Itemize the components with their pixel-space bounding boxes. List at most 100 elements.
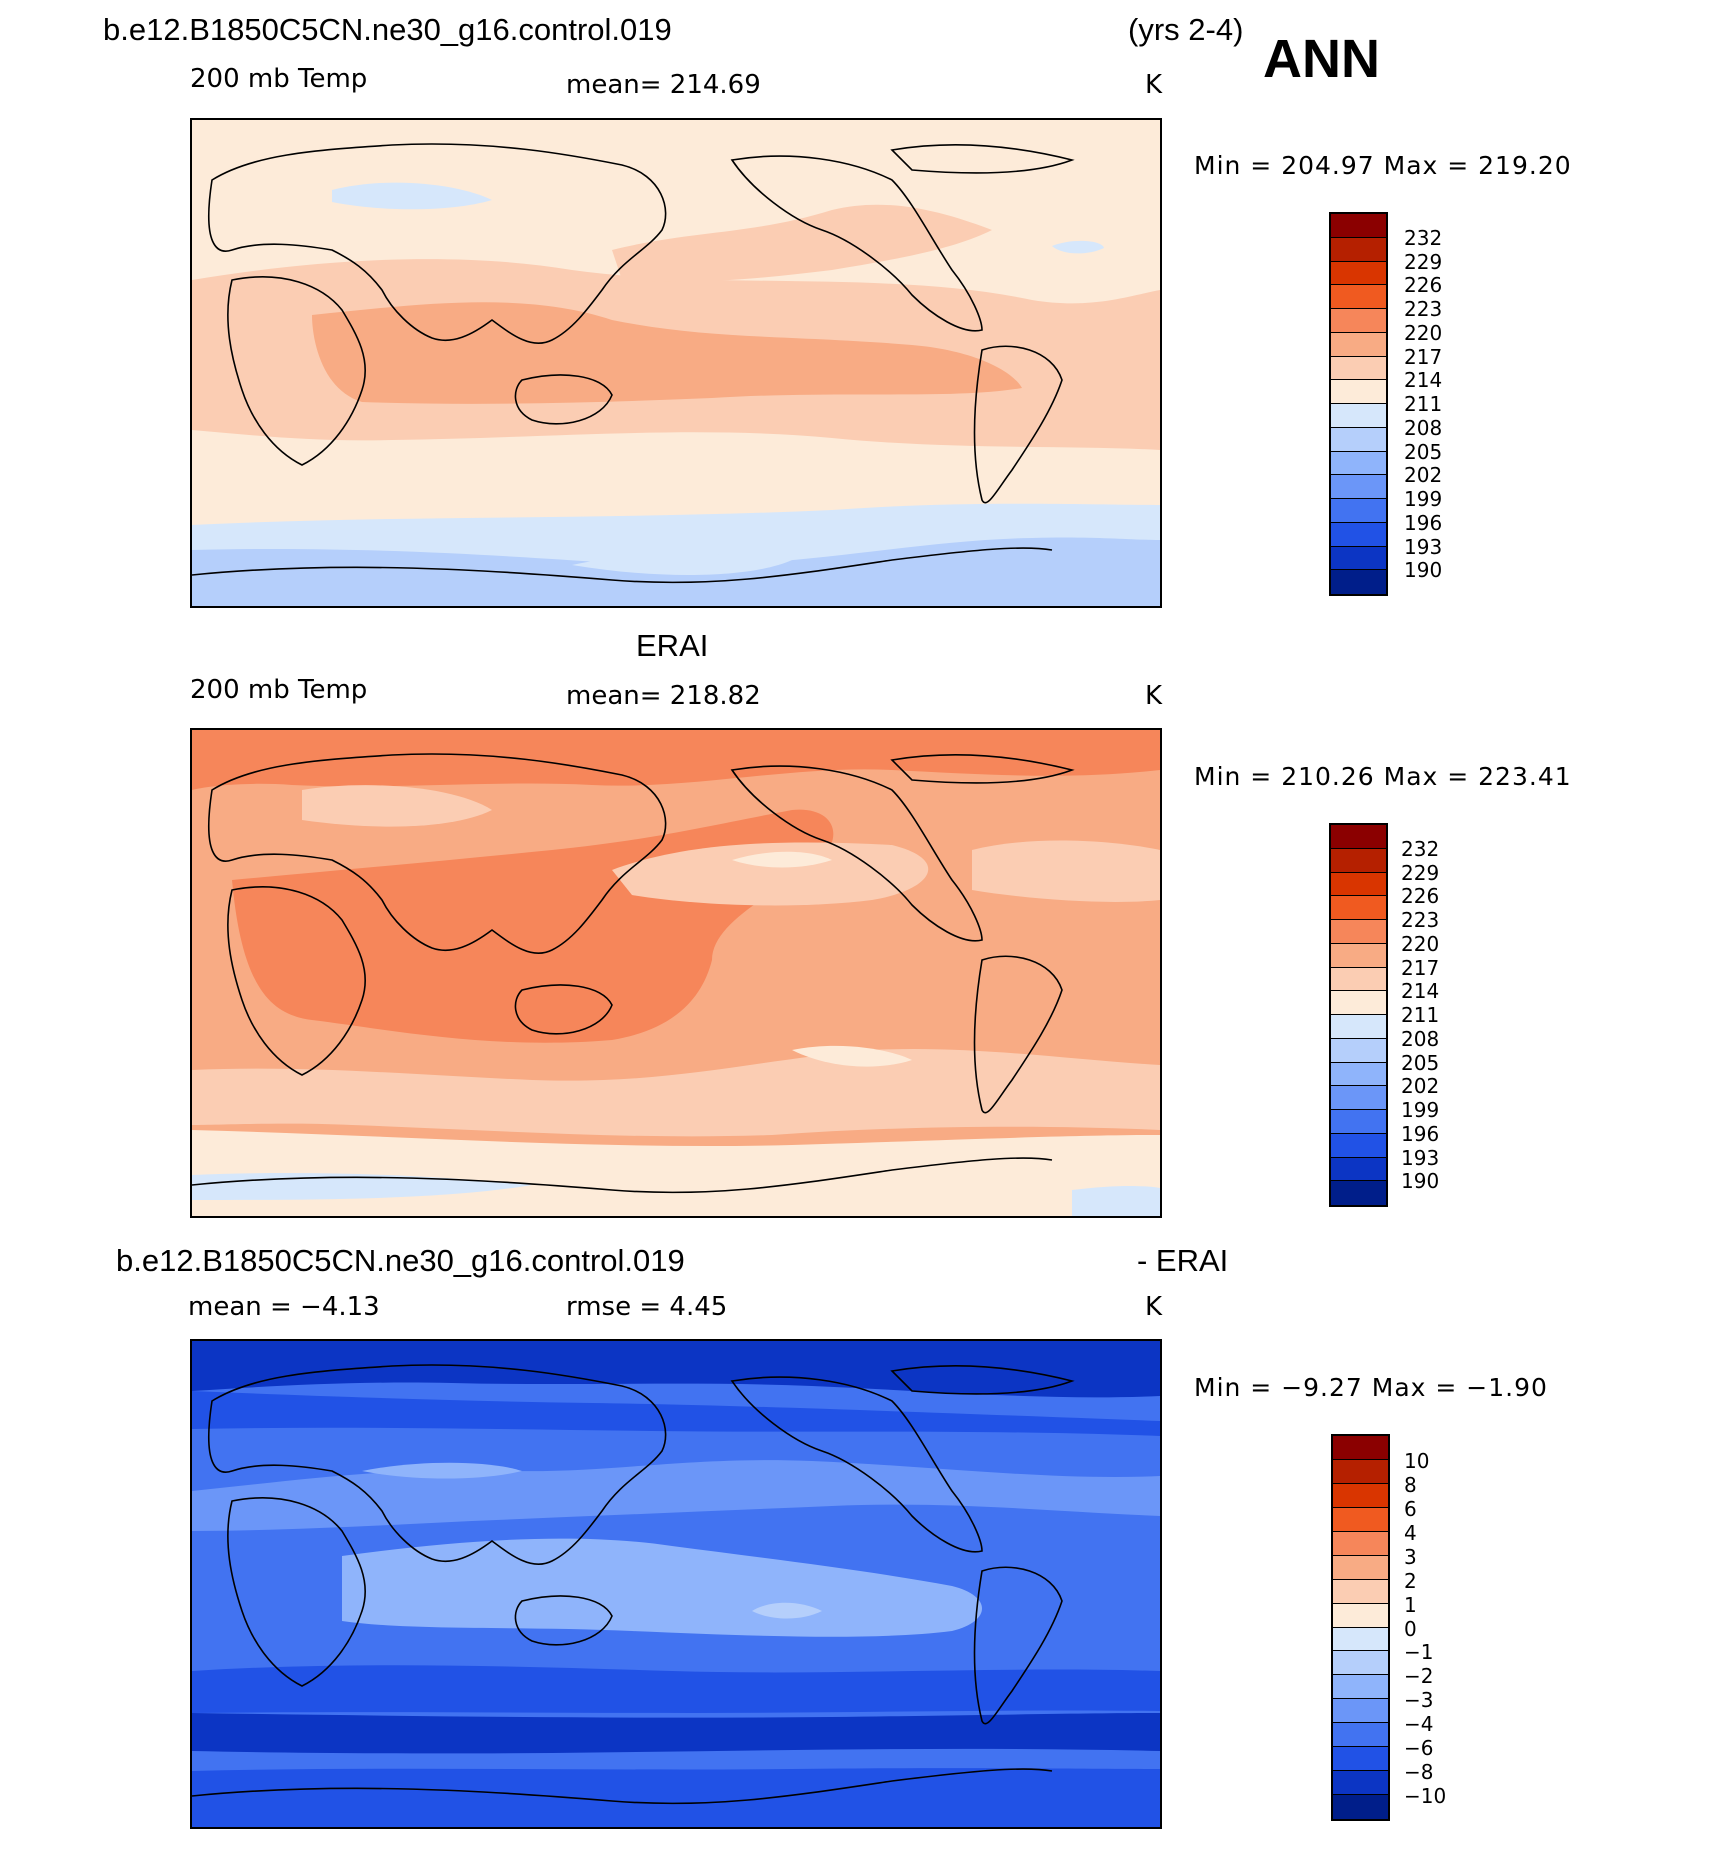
colorbar-tick-label: 8 — [1404, 1472, 1417, 1497]
colorbar-swatch — [1333, 1675, 1388, 1700]
panel1-cold-spot-n — [332, 182, 492, 210]
colorbar-tick-label: 208 — [1401, 1026, 1440, 1051]
colorbar-tick-label: 211 — [1401, 1003, 1440, 1027]
colorbar-swatch — [1331, 1133, 1386, 1158]
panel2-map — [190, 728, 1162, 1218]
colorbar-tick-label: 6 — [1404, 1496, 1417, 1521]
panel1-colorbar-labels: 232 229 226 223 220 217 214 211 208 205 202 199 196 1… — [1404, 224, 1464, 604]
panel1-cold-spot-atl — [1052, 240, 1104, 254]
panel1-colorbar-segments — [1331, 214, 1386, 594]
panel3-antarctic — [192, 1768, 1160, 1827]
colorbar-tick-label: 199 — [1404, 487, 1443, 511]
colorbar-swatch — [1333, 1747, 1388, 1772]
colorbar-tick-label: 232 — [1401, 836, 1440, 861]
colorbar-tick-label: 190 — [1401, 1169, 1440, 1194]
panel3-title-obs: - ERAI — [1137, 1243, 1229, 1278]
colorbar-swatch — [1333, 1507, 1388, 1532]
colorbar-tick-label: 226 — [1401, 884, 1440, 909]
colorbar-tick-label: 199 — [1401, 1098, 1440, 1122]
panel2-arctic-warm — [192, 730, 1160, 790]
colorbar-swatch — [1331, 1038, 1386, 1063]
colorbar-swatch — [1331, 499, 1386, 523]
case-title: b.e12.B1850C5CN.ne30_g16.control.019 — [103, 12, 672, 47]
colorbar-swatch — [1333, 1651, 1388, 1676]
panel3-rmse-label: rmse = 4.45 — [566, 1292, 728, 1322]
colorbar-swatch — [1331, 261, 1386, 286]
colorbar-swatch — [1333, 1699, 1388, 1724]
panel2-north-cool-pac — [612, 842, 929, 906]
colorbar-tick-label: 0 — [1404, 1616, 1417, 1641]
colorbar-tick-label: 214 — [1404, 368, 1443, 393]
panel3-contour-plot — [192, 1341, 1160, 1827]
panel3-colorbar-labels: 10 8 6 4 3 2 1 0 −1 −2 −3 −4 −6 −8 −10 — [1404, 1447, 1464, 1830]
panel2-coastlines — [192, 753, 1075, 1194]
panel2-mean-label: mean= 218.82 — [566, 681, 761, 711]
panel2-north-cool-eur — [302, 785, 492, 827]
panel3-mean-label: mean = −4.13 — [188, 1292, 380, 1322]
colorbar-swatch — [1331, 237, 1386, 262]
colorbar-swatch — [1333, 1531, 1388, 1556]
colorbar-tick-label: 196 — [1404, 510, 1443, 535]
colorbar-tick-label: 193 — [1404, 534, 1443, 559]
colorbar-swatch — [1331, 825, 1386, 849]
panel3-tropics — [342, 1538, 982, 1637]
colorbar-tick-label: 220 — [1404, 320, 1443, 345]
panel1-mean-label: mean= 214.69 — [566, 70, 761, 100]
colorbar-tick-label: 202 — [1401, 1074, 1440, 1099]
panel2-pac-cool-spot — [732, 851, 832, 868]
colorbar-swatch — [1333, 1459, 1388, 1484]
panel1-colorbar — [1329, 212, 1388, 596]
panel1-antarctic-mid — [572, 553, 792, 576]
colorbar-tick-label: 223 — [1404, 297, 1443, 321]
colorbar-swatch — [1331, 1015, 1386, 1039]
panel2-colorbar-labels: 232 229 226 223 220 217 214 211 208 205 202 199 196 1… — [1401, 835, 1461, 1215]
panel3-units: K — [1145, 1292, 1163, 1322]
colorbar-tick-label: 232 — [1404, 225, 1443, 250]
colorbar-swatch — [1331, 356, 1386, 381]
colorbar-tick-label: 202 — [1404, 463, 1443, 488]
colorbar-swatch — [1331, 332, 1386, 357]
colorbar-swatch — [1331, 451, 1386, 476]
panel2-south-cool-2 — [792, 1045, 912, 1067]
colorbar-tick-label: 229 — [1404, 249, 1443, 274]
panel3-tropics-light — [752, 1602, 822, 1619]
panel2-title: ERAI — [636, 628, 709, 663]
colorbar-tick-label: 208 — [1404, 415, 1443, 440]
colorbar-tick-label: −6 — [1404, 1736, 1434, 1761]
panel1-map — [190, 118, 1162, 608]
colorbar-swatch — [1331, 920, 1386, 944]
colorbar-tick-label: 217 — [1401, 955, 1440, 980]
panel3-south-deep — [192, 1713, 1160, 1754]
colorbar-tick-label: −4 — [1404, 1712, 1434, 1737]
panel2-contour-plot — [192, 730, 1160, 1216]
panel2-colorbar-segments — [1331, 825, 1386, 1205]
panel1-coastlines — [192, 143, 1075, 584]
colorbar-swatch — [1333, 1723, 1388, 1748]
colorbar-swatch — [1331, 1062, 1386, 1087]
colorbar-swatch — [1331, 427, 1386, 452]
colorbar-swatch — [1331, 309, 1386, 333]
panel2-units: K — [1145, 681, 1163, 711]
colorbar-tick-label: −2 — [1404, 1664, 1434, 1689]
colorbar-tick-label: 193 — [1401, 1145, 1440, 1170]
colorbar-swatch — [1333, 1603, 1388, 1628]
colorbar-swatch — [1331, 1181, 1386, 1205]
colorbar-tick-label: 1 — [1404, 1592, 1417, 1617]
colorbar-tick-label: −8 — [1404, 1760, 1434, 1785]
panel3-coastlines — [192, 1364, 1075, 1805]
colorbar-tick-label: 3 — [1404, 1544, 1417, 1569]
panel1-units: K — [1145, 70, 1163, 100]
colorbar-tick-label: −10 — [1404, 1784, 1447, 1809]
colorbar-tick-label: −3 — [1404, 1688, 1434, 1713]
panel2-antarctic-cold-2 — [1072, 1185, 1160, 1216]
panel3-arctic-2 — [192, 1391, 1160, 1436]
colorbar-swatch — [1331, 380, 1386, 404]
colorbar-swatch — [1333, 1771, 1388, 1796]
colorbar-tick-label: 205 — [1404, 439, 1443, 464]
colorbar-tick-label: 2 — [1404, 1568, 1417, 1593]
years-label: (yrs 2-4) — [1128, 12, 1244, 47]
colorbar-swatch — [1331, 848, 1386, 873]
panel2-variable-label: 200 mb Temp — [190, 675, 368, 705]
colorbar-swatch — [1331, 404, 1386, 428]
colorbar-swatch — [1333, 1795, 1388, 1819]
